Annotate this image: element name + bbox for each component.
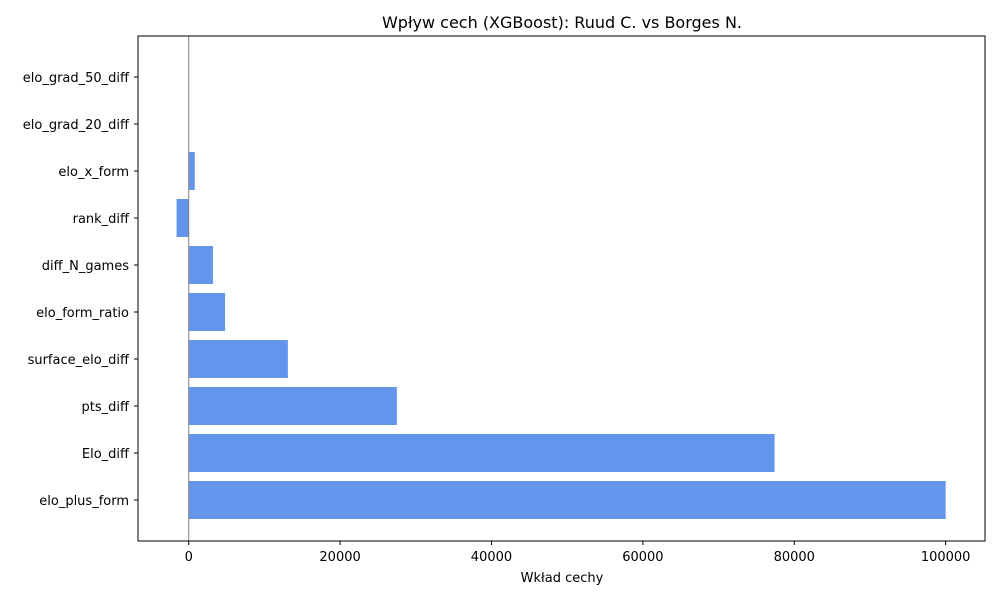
bar-surface_elo_diff [188,340,288,378]
chart-title: Wpływ cech (XGBoost): Ruud C. vs Borges … [382,13,742,32]
bar-Elo_diff [188,434,775,472]
x-tick-label: 0 [185,550,193,565]
y-tick-label: elo_plus_form [39,494,129,509]
x-tick-label: 20000 [319,550,360,565]
bar-elo_form_ratio [188,293,226,331]
y-tick-label: pts_diff [82,400,130,415]
x-axis: 0 20000 40000 60000 80000 100000 [185,541,971,565]
bar-rank_diff [176,199,189,237]
y-tick-label: elo_grad_20_diff [23,118,130,133]
y-tick-label: diff_N_games [42,259,129,274]
y-axis: elo_plus_form Elo_diff pts_diff surface_elo… [23,71,138,509]
bar-diff_N_games [188,246,213,284]
x-tick-label: 80000 [774,550,815,565]
bars-group [176,152,946,519]
y-tick-label: surface_elo_diff [28,353,130,368]
y-tick-label: elo_form_ratio [36,306,129,321]
y-tick-label: rank_diff [73,212,130,227]
x-tick-label: 40000 [471,550,512,565]
x-tick-label: 100000 [921,550,971,565]
x-tick-label: 60000 [622,550,663,565]
bar-elo_plus_form [188,481,946,519]
x-axis-label: Wkład cechy [521,571,604,586]
y-tick-label: elo_x_form [58,165,129,180]
bar-elo_x_form [188,152,195,190]
bar-pts_diff [188,387,397,425]
y-tick-label: Elo_diff [82,447,130,462]
y-tick-label: elo_grad_50_diff [23,71,130,86]
plot-frame [137,35,986,542]
